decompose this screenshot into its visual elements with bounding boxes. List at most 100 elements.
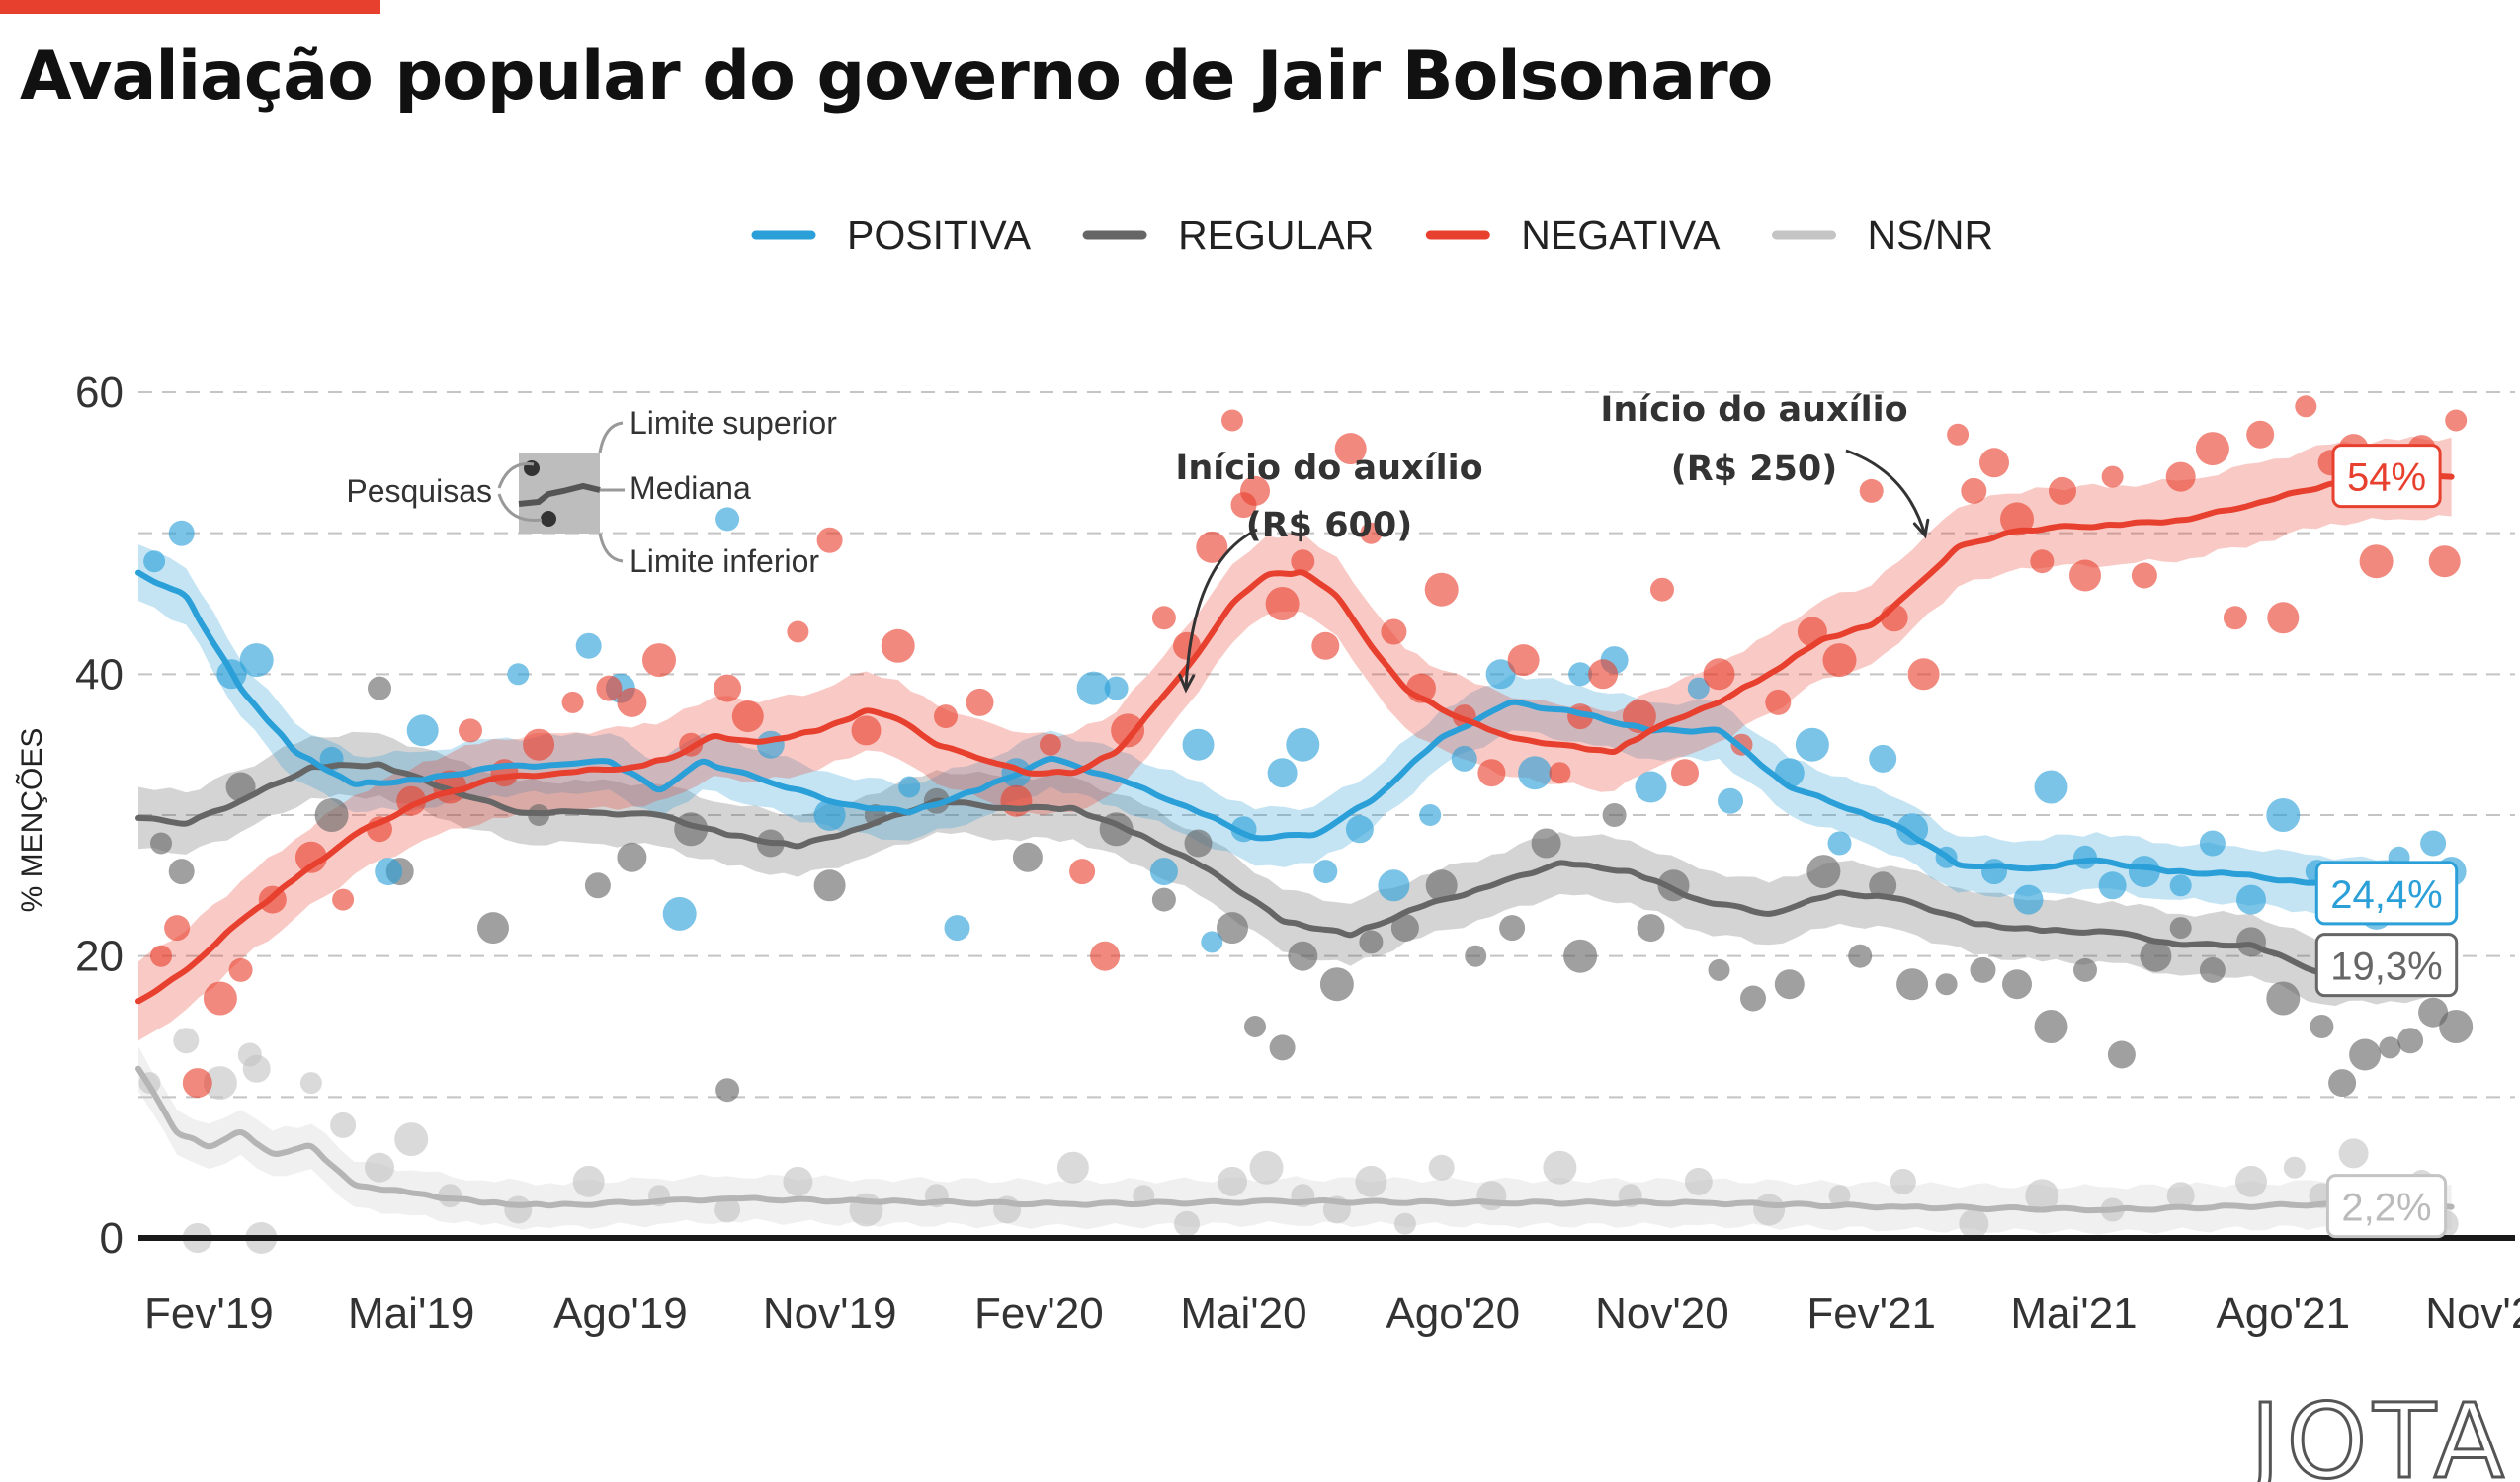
poll-point-nsnr	[1218, 1166, 1247, 1196]
poll-point-regular	[1935, 973, 1958, 996]
poll-point-negativa	[934, 704, 958, 729]
poll-point-nsnr	[504, 1195, 533, 1224]
poll-point-negativa	[617, 687, 647, 717]
grid-lines	[138, 391, 2515, 1099]
poll-point-positiva	[1774, 758, 1805, 788]
poll-point-positiva	[1267, 758, 1298, 788]
poll-point-positiva	[1635, 771, 1667, 803]
poll-point-regular	[1602, 803, 1627, 827]
poll-point-regular	[168, 859, 195, 885]
poll-point-positiva	[1451, 745, 1477, 772]
poll-point-negativa	[1859, 478, 1884, 503]
poll-point-negativa	[2069, 559, 2101, 592]
poll-point-nsnr	[2025, 1179, 2059, 1213]
poll-point-negativa	[523, 728, 555, 761]
poll-point-positiva	[662, 896, 697, 931]
poll-point-negativa	[1111, 713, 1145, 748]
poll-point-regular	[2310, 1015, 2334, 1038]
poll-point-regular	[2002, 969, 2032, 1000]
poll-point-regular	[1869, 871, 1897, 900]
poll-point-positiva	[1687, 677, 1710, 700]
poll-point-positiva	[1378, 869, 1410, 902]
poll-point-regular	[314, 798, 349, 832]
poll-point-positiva	[2169, 874, 2192, 897]
poll-point-negativa	[2049, 476, 2076, 505]
poll-point-negativa	[1549, 762, 1571, 784]
poll-point-regular	[715, 1078, 740, 1103]
poll-point-positiva	[375, 858, 403, 886]
poll-point-negativa	[1650, 577, 1674, 602]
poll-point-negativa	[2428, 545, 2461, 578]
poll-point-nsnr	[173, 1028, 200, 1054]
x-tick-label: Ago'20	[1386, 1289, 1520, 1338]
poll-point-positiva	[575, 632, 602, 659]
legend-label: NS/NR	[1868, 212, 1994, 258]
annotation-text: Início do auxílio	[1175, 449, 1482, 488]
poll-point-negativa	[1477, 759, 1506, 787]
poll-point-negativa	[1671, 759, 1699, 787]
end-label-regular: 19,3%	[2314, 933, 2459, 998]
poll-point-regular	[1288, 941, 1318, 971]
annotation-auxilio: Início do auxílio (R$ 600)	[1175, 449, 1483, 694]
poll-point-negativa	[1151, 606, 1176, 630]
poll-point-regular	[2107, 1040, 2136, 1069]
poll-point-positiva	[1896, 813, 1929, 846]
poll-point-nsnr	[1890, 1168, 1916, 1194]
poll-point-negativa	[2195, 432, 2229, 466]
x-tick-label: Ago'21	[2216, 1289, 2350, 1338]
legend-label: REGULAR	[1178, 212, 1374, 258]
poll-point-regular	[1390, 914, 1419, 943]
poll-point-negativa	[1979, 448, 2009, 478]
poll-point-regular	[2073, 957, 2097, 982]
poll-point-regular	[1531, 828, 1561, 859]
y-tick-label: 0	[100, 1214, 124, 1263]
poll-point-regular	[1806, 855, 1841, 889]
poll-point-regular	[1012, 842, 1043, 872]
poll-point-nsnr	[2283, 1156, 2306, 1179]
poll-point-positiva	[507, 663, 530, 686]
poll-point-positiva	[1286, 727, 1320, 762]
poll-point-negativa	[561, 691, 584, 713]
poll-point-negativa	[294, 841, 327, 873]
poll-point-negativa	[1334, 433, 1367, 465]
poll-point-negativa	[2246, 420, 2275, 449]
poll-point-positiva	[2098, 871, 2127, 900]
poll-point-positiva	[898, 776, 921, 798]
poll-point-positiva	[1981, 859, 2007, 885]
poll-point-negativa	[2295, 395, 2317, 418]
poll-point-positiva	[1201, 931, 1223, 953]
poll-point-positiva	[168, 520, 195, 546]
poll-point-negativa	[1311, 631, 1340, 660]
poll-point-regular	[1465, 945, 1487, 967]
poll-point-negativa	[1221, 409, 1243, 432]
poll-point-negativa	[2131, 562, 2157, 589]
key-poll-dot	[541, 511, 556, 527]
poll-point-negativa	[1588, 659, 1619, 690]
poll-point-nsnr	[2235, 1165, 2267, 1197]
x-tick-label: Fev'21	[1806, 1289, 1936, 1338]
poll-point-positiva	[2236, 884, 2266, 915]
x-tick-label: Mai'21	[2010, 1289, 2137, 1338]
poll-point-regular	[2140, 940, 2172, 972]
y-tick-label: 40	[75, 650, 124, 699]
poll-point-nsnr	[1393, 1212, 1416, 1235]
poll-point-nsnr	[2166, 1182, 2195, 1210]
poll-point-regular	[1563, 939, 1598, 973]
poll-point-positiva	[1419, 804, 1442, 826]
poll-point-nsnr	[1753, 1194, 1786, 1226]
poll-point-negativa	[2030, 549, 2055, 574]
poll-point-regular	[1708, 958, 1730, 981]
poll-point-negativa	[2267, 602, 2300, 634]
poll-point-negativa	[228, 957, 253, 982]
x-tick-label: Ago'19	[553, 1289, 688, 1338]
poll-point-nsnr	[572, 1165, 605, 1197]
poll-point-regular	[1637, 914, 1665, 943]
poll-point-regular	[2418, 997, 2449, 1028]
end-label-box	[2331, 444, 2442, 509]
key-connector-polls	[497, 462, 535, 489]
top-accent-bar	[0, 0, 380, 14]
poll-point-nsnr	[1828, 1185, 1851, 1207]
poll-point-negativa	[1947, 423, 1970, 446]
end-label-text: 54%	[2347, 456, 2426, 500]
poll-point-negativa	[881, 628, 915, 663]
